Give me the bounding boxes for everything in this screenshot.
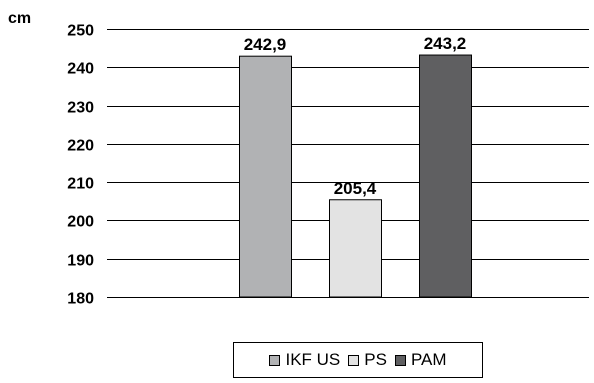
data-label-ps: 205,4	[334, 179, 377, 198]
bars	[239, 54, 472, 298]
y-unit-label: cm	[8, 10, 31, 27]
data-labels: 242,9 205,4 243,2	[244, 34, 467, 198]
legend-item-ps: PS	[348, 350, 387, 370]
y-tick-label-210: 210	[67, 176, 94, 193]
bar-ikf-us	[239, 55, 292, 298]
legend-label-pam: PAM	[410, 350, 447, 369]
legend-label-ikf-us: IKF US	[285, 350, 341, 369]
y-tick-label-190: 190	[67, 253, 94, 270]
data-label-ikf-us: 242,9	[244, 35, 287, 54]
chart-legend: IKF US PS PAM	[233, 342, 483, 378]
y-tick-label-200: 200	[67, 214, 94, 231]
legend-swatch-pam	[394, 354, 406, 366]
data-label-pam: 243,2	[424, 34, 467, 53]
y-tick-label-220: 220	[67, 138, 94, 155]
y-tick-label-240: 240	[67, 61, 94, 78]
legend-label-ps: PS	[364, 350, 387, 369]
y-axis-ticks: 180 190 200 210 220 230 240 250	[67, 23, 94, 308]
y-tick-label-230: 230	[67, 100, 94, 117]
legend-item-pam: PAM	[394, 350, 447, 370]
legend-item-ikf-us: IKF US	[269, 350, 340, 370]
legend-swatch-ps	[348, 354, 360, 366]
bar-pam	[419, 54, 472, 298]
legend-swatch-ikf-us	[269, 354, 281, 366]
bar-ps	[329, 199, 382, 298]
y-tick-label-250: 250	[67, 23, 94, 40]
y-tick-label-180: 180	[67, 291, 94, 308]
